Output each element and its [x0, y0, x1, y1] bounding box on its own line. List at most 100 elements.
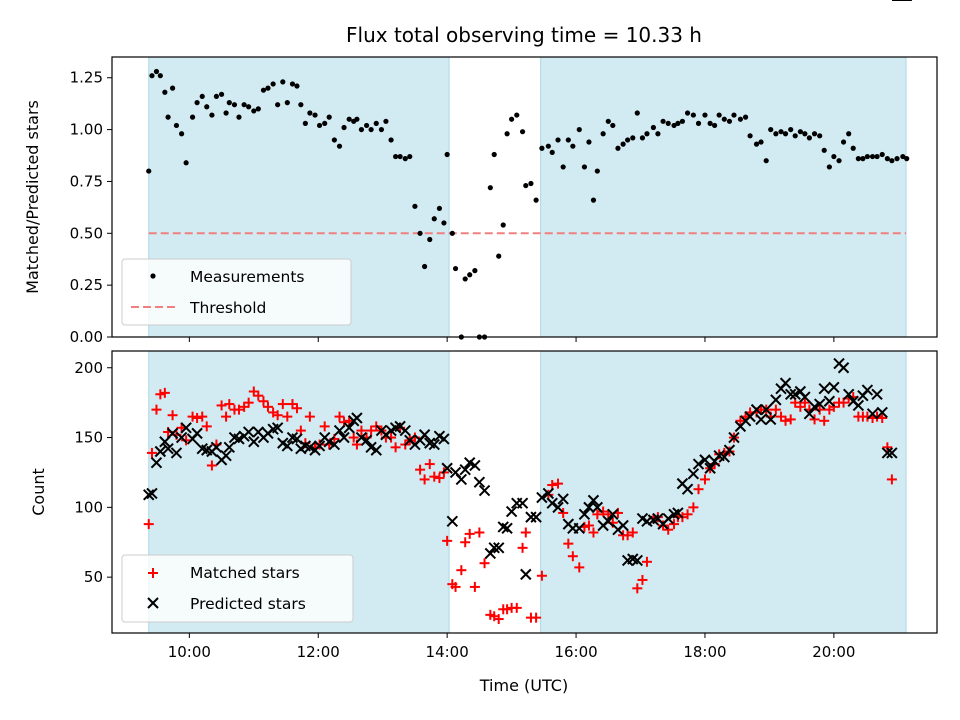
cross-b: [313, 440, 326, 452]
cross-b: [338, 431, 350, 444]
measurement-point: [811, 131, 818, 137]
cross-b: [557, 493, 569, 505]
predicted-star-point: [813, 398, 826, 410]
measurement-point: [246, 104, 252, 110]
cross-b: [607, 508, 619, 521]
matched-star-point: [206, 460, 217, 471]
measurement-point: [322, 120, 328, 126]
measurement-point: [373, 120, 379, 126]
measurement-point: [792, 133, 798, 139]
matched-star-point: [583, 520, 594, 531]
measurement-point: [421, 263, 428, 270]
cross-b: [446, 515, 459, 528]
predicted-star-point: [446, 515, 459, 528]
cross-b: [323, 436, 335, 448]
matched-star-point: [637, 574, 648, 585]
measurement-point: [284, 100, 290, 106]
predicted-star-point: [501, 522, 513, 535]
measurement-point: [565, 137, 571, 143]
predicted-star-point: [881, 447, 894, 459]
matched-star-point: [641, 556, 652, 567]
matched-star-point: [262, 401, 273, 412]
matched-star-point: [146, 447, 157, 458]
predicted-star-point: [631, 554, 644, 567]
cross-b: [162, 443, 174, 455]
cross-b: [501, 522, 513, 535]
measurement-point: [707, 120, 713, 126]
measurement-point: [146, 168, 152, 174]
cross-b: [428, 438, 440, 451]
cross-b: [459, 463, 471, 476]
matched-star-point: [429, 471, 440, 482]
measurement-point: [560, 164, 566, 170]
cross-b: [399, 424, 411, 437]
measurement-point: [519, 129, 526, 135]
cross-b: [760, 403, 772, 416]
cross-b: [587, 494, 600, 507]
cross-b: [852, 399, 865, 412]
measurement-point: [594, 168, 600, 174]
cross-b: [196, 443, 208, 455]
ratio-y-tick-label: 0.50: [70, 224, 103, 242]
predicted-star-point: [687, 468, 700, 480]
matched-star-point: [780, 415, 791, 426]
cross-b: [723, 444, 736, 456]
matched-star-point: [258, 396, 269, 407]
cross-b: [842, 388, 855, 400]
predicted-star-point: [313, 440, 326, 452]
count-y-tick-label: 100: [74, 498, 103, 516]
cross-b: [627, 553, 639, 565]
measurement-point: [684, 110, 691, 116]
cross-b: [328, 438, 341, 451]
measurement-point: [660, 118, 666, 124]
predicted-star-point: [525, 511, 537, 523]
cross-b: [536, 491, 548, 504]
cross-b: [464, 456, 476, 469]
measurement-point: [590, 197, 597, 203]
measurement-point: [346, 116, 352, 122]
measurement-point: [721, 116, 727, 122]
predicted-star-point: [399, 424, 411, 437]
measurement-point: [806, 135, 812, 141]
measurement-point: [731, 112, 737, 118]
cross-b: [469, 459, 481, 472]
matched-star-point: [148, 568, 158, 578]
predicted-star-point: [180, 422, 192, 434]
measurement-point: [773, 131, 779, 137]
measurement-point: [412, 203, 418, 209]
matched-star-point: [785, 414, 796, 425]
measurement-point: [236, 114, 242, 120]
measurement-point: [671, 122, 677, 129]
cross-b: [418, 429, 431, 441]
measurement-point: [204, 104, 210, 110]
x-axis-label: Time (UTC): [479, 676, 568, 695]
cross-b: [455, 473, 468, 486]
measurement-point: [213, 93, 220, 100]
matched-star-point: [886, 474, 897, 485]
measurement-point: [504, 131, 510, 137]
cross-b: [676, 477, 689, 490]
measurement-point: [183, 160, 189, 166]
measurement-point: [431, 216, 437, 222]
count-y-tick-label: 200: [74, 359, 103, 377]
predicted-star-point: [573, 522, 585, 535]
ratio-y-tick-label: 0.75: [70, 172, 103, 190]
matched-star-point: [632, 583, 643, 594]
measurement-point: [665, 120, 671, 126]
predicted-star-point: [755, 413, 767, 426]
cross-b: [242, 426, 255, 438]
predicted-star-point: [842, 388, 855, 400]
cross-b: [441, 462, 453, 474]
cross-b: [150, 456, 163, 469]
predicted-star-point: [154, 445, 167, 458]
chart-title: Flux total observing time = 10.33 h: [346, 23, 702, 47]
measurement-point: [500, 222, 506, 228]
matched-star-point: [319, 421, 330, 432]
measurement-point: [462, 276, 468, 282]
count-y-axis-label: Count: [29, 468, 48, 516]
measurement-point: [363, 122, 370, 129]
cross-b: [175, 431, 188, 444]
matched-star-point: [627, 527, 638, 538]
ratio-y-tick-label: 1.25: [70, 69, 103, 87]
matched-star-point: [536, 570, 547, 581]
